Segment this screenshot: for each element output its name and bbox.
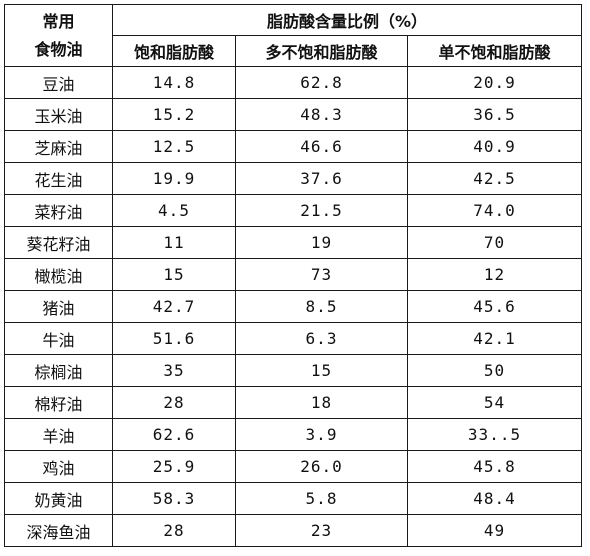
- table-row: 豆油 14.8 62.8 20.9: [4, 66, 583, 99]
- group-header: 脂肪酸含量比例（%）: [111, 4, 583, 36]
- polyunsaturated-value-cell: 73: [235, 258, 408, 291]
- monounsaturated-value-cell: 33..5: [406, 418, 583, 451]
- polyunsaturated-value-cell: 15: [235, 354, 408, 387]
- monounsaturated-value-cell: 54: [406, 386, 583, 419]
- table-row: 棕榈油 35 15 50: [4, 354, 583, 387]
- oil-name-cell: 菜籽油: [4, 194, 113, 227]
- saturated-value-cell: 15: [112, 258, 236, 291]
- monounsaturated-value-cell: 49: [406, 514, 583, 547]
- oil-name-cell: 鸡油: [4, 450, 113, 483]
- table-row: 鸡油 25.9 26.0 45.8: [4, 450, 583, 483]
- oil-name-cell: 花生油: [4, 162, 113, 195]
- table-row: 牛油 51.6 6.3 42.1: [4, 322, 583, 355]
- corner-header-line2: 食物油: [34, 39, 83, 59]
- polyunsaturated-value-cell: 37.6: [235, 162, 408, 195]
- oil-name-cell: 葵花籽油: [4, 226, 113, 259]
- column-header-monounsaturated: 单不饱和脂肪酸: [406, 35, 583, 67]
- oil-name-cell: 羊油: [4, 418, 113, 451]
- table-row: 羊油 62.6 3.9 33..5: [4, 418, 583, 451]
- monounsaturated-value-cell: 50: [406, 354, 583, 387]
- table-row: 菜籽油 4.5 21.5 74.0: [4, 194, 583, 227]
- fatty-acid-table-container: 常用 食物油 脂肪酸含量比例（%） 饱和脂肪酸 多不饱和脂肪酸 单不饱和脂肪酸 …: [4, 4, 583, 547]
- oil-name-cell: 深海鱼油: [4, 514, 113, 547]
- monounsaturated-value-cell: 70: [406, 226, 583, 259]
- table-body: 豆油 14.8 62.8 20.9 玉米油 15.2 48.3 36.5 芝麻油 12.5 46.6…: [4, 66, 583, 547]
- polyunsaturated-value-cell: 46.6: [235, 130, 408, 163]
- table-row: 玉米油 15.2 48.3 36.5: [4, 98, 583, 131]
- saturated-value-cell: 19.9: [112, 162, 236, 195]
- monounsaturated-value-cell: 40.9: [406, 130, 583, 163]
- monounsaturated-value-cell: 48.4: [406, 482, 583, 515]
- table-row: 猪油 42.7 8.5 45.6: [4, 290, 583, 323]
- corner-header: 常用 食物油: [4, 4, 113, 67]
- polyunsaturated-value-cell: 62.8: [235, 66, 408, 99]
- polyunsaturated-value-cell: 21.5: [235, 194, 408, 227]
- oil-name-cell: 玉米油: [4, 98, 113, 131]
- saturated-value-cell: 11: [112, 226, 236, 259]
- monounsaturated-value-cell: 20.9: [406, 66, 583, 99]
- saturated-value-cell: 28: [112, 514, 236, 547]
- polyunsaturated-value-cell: 3.9: [235, 418, 408, 451]
- monounsaturated-value-cell: 36.5: [406, 98, 583, 131]
- saturated-value-cell: 51.6: [112, 322, 236, 355]
- monounsaturated-value-cell: 42.5: [406, 162, 583, 195]
- oil-name-cell: 牛油: [4, 322, 113, 355]
- table-row: 深海鱼油 28 23 49: [4, 514, 583, 547]
- saturated-value-cell: 42.7: [112, 290, 236, 323]
- oil-name-cell: 棕榈油: [4, 354, 113, 387]
- table-row: 橄榄油 15 73 12: [4, 258, 583, 291]
- oil-name-cell: 奶黄油: [4, 482, 113, 515]
- monounsaturated-value-cell: 42.1: [406, 322, 583, 355]
- saturated-value-cell: 15.2: [112, 98, 236, 131]
- monounsaturated-value-cell: 74.0: [406, 194, 583, 227]
- table-row: 芝麻油 12.5 46.6 40.9: [4, 130, 583, 163]
- polyunsaturated-value-cell: 8.5: [235, 290, 408, 323]
- polyunsaturated-value-cell: 6.3: [235, 322, 408, 355]
- polyunsaturated-value-cell: 18: [235, 386, 408, 419]
- oil-name-cell: 芝麻油: [4, 130, 113, 163]
- oil-name-cell: 棉籽油: [4, 386, 113, 419]
- monounsaturated-value-cell: 45.6: [406, 290, 583, 323]
- oil-name-cell: 橄榄油: [4, 258, 113, 291]
- saturated-value-cell: 62.6: [112, 418, 236, 451]
- saturated-value-cell: 25.9: [112, 450, 236, 483]
- table-row: 棉籽油 28 18 54: [4, 386, 583, 419]
- saturated-value-cell: 58.3: [112, 482, 236, 515]
- monounsaturated-value-cell: 12: [406, 258, 583, 291]
- polyunsaturated-value-cell: 19: [235, 226, 408, 259]
- polyunsaturated-value-cell: 5.8: [235, 482, 408, 515]
- saturated-value-cell: 14.8: [112, 66, 236, 99]
- polyunsaturated-value-cell: 48.3: [235, 98, 408, 131]
- table-row: 花生油 19.9 37.6 42.5: [4, 162, 583, 195]
- polyunsaturated-value-cell: 26.0: [235, 450, 408, 483]
- table-row: 葵花籽油 11 19 70: [4, 226, 583, 259]
- column-header-polyunsaturated: 多不饱和脂肪酸: [235, 35, 408, 67]
- polyunsaturated-value-cell: 23: [235, 514, 408, 547]
- saturated-value-cell: 35: [112, 354, 236, 387]
- column-header-saturated: 饱和脂肪酸: [112, 35, 236, 67]
- saturated-value-cell: 4.5: [112, 194, 236, 227]
- table-row: 奶黄油 58.3 5.8 48.4: [4, 482, 583, 515]
- monounsaturated-value-cell: 45.8: [406, 450, 583, 483]
- corner-header-line1: 常用: [42, 11, 75, 31]
- oil-name-cell: 豆油: [4, 66, 113, 99]
- saturated-value-cell: 28: [112, 386, 236, 419]
- oil-name-cell: 猪油: [4, 290, 113, 323]
- fatty-acid-table: 常用 食物油 脂肪酸含量比例（%） 饱和脂肪酸 多不饱和脂肪酸 单不饱和脂肪酸 …: [4, 4, 583, 547]
- saturated-value-cell: 12.5: [112, 130, 236, 163]
